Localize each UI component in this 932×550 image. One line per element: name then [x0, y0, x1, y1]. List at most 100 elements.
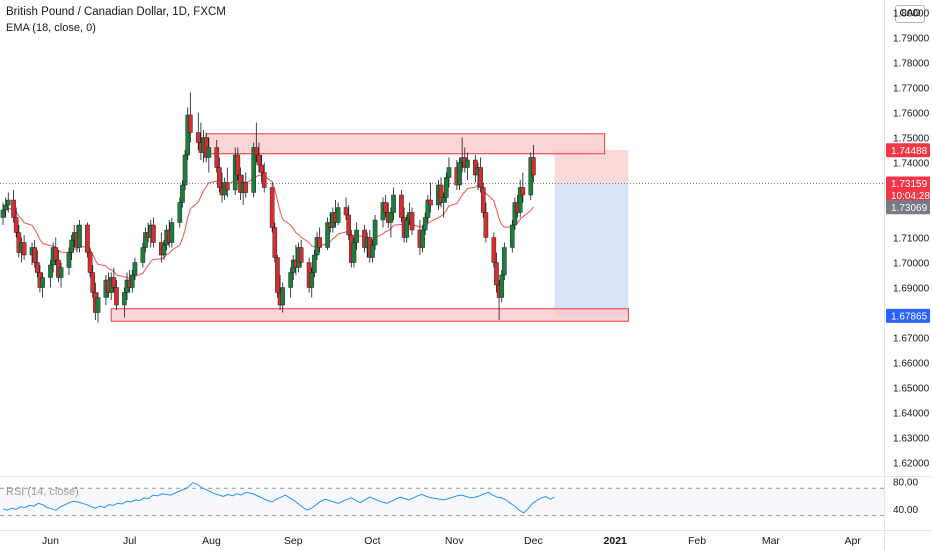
candle-body [391, 194, 396, 213]
candle [21, 235, 27, 260]
rsi-band [0, 488, 884, 516]
candle [254, 122, 259, 163]
candle [275, 255, 280, 298]
candle-body [422, 217, 428, 231]
candle [312, 250, 317, 278]
legend-ema: EMA (18, close, 0) [6, 22, 96, 34]
candle [224, 167, 230, 198]
candle-body [95, 297, 101, 313]
candle-body [53, 247, 59, 261]
candle [520, 172, 526, 203]
candle [298, 240, 304, 268]
price-tag-label: 10:04:28 [891, 191, 930, 202]
candle-body [114, 287, 119, 306]
candle-body [512, 202, 518, 226]
candle [528, 152, 534, 200]
candle [502, 242, 507, 280]
candle-body [280, 287, 286, 306]
candle-body [214, 147, 220, 168]
candle [399, 190, 404, 223]
candle-body [309, 272, 315, 288]
currency-button[interactable]: CAD [895, 5, 925, 23]
candle [188, 92, 193, 143]
candle-body [195, 132, 201, 143]
candle-body [48, 264, 53, 278]
rsi-tick-label: 80.00 [893, 477, 918, 488]
candle-body [388, 212, 394, 223]
price-tag-bg [886, 143, 930, 158]
price-tick-label: 1.64000 [893, 409, 930, 420]
support-zone [110, 308, 629, 322]
candle [182, 150, 188, 190]
time-tick-label: Dec [524, 535, 543, 547]
stop-loss-area [554, 150, 629, 184]
candle-body [5, 199, 11, 206]
time-tick-label: Sep [284, 535, 303, 547]
candle [372, 215, 378, 250]
candle [87, 247, 93, 278]
candle [409, 207, 415, 235]
candle-body [517, 187, 523, 213]
candle [383, 195, 388, 218]
candle [217, 157, 222, 193]
candle-body [224, 182, 230, 191]
candle-body [32, 247, 37, 263]
price-tick-label: 1.78000 [893, 59, 930, 70]
candle [243, 172, 249, 198]
candle-body [206, 147, 212, 158]
candle-body [298, 247, 304, 263]
candle [480, 182, 486, 218]
price-tag: 10:04:28 [886, 188, 930, 203]
time-tick-label: Nov [445, 535, 464, 547]
candle-body [370, 244, 375, 258]
candle-body [269, 187, 275, 228]
candle-body [169, 222, 175, 243]
price-tag: 1.73069 [886, 200, 930, 215]
candle [483, 202, 489, 243]
price-tag: 1.74488 [886, 143, 930, 158]
price-tick-label: 1.71000 [893, 234, 930, 245]
candle [3, 197, 8, 218]
legend-title: British Pound / Canadian Dollar, 1D, FXC… [6, 6, 226, 18]
candle [261, 162, 267, 193]
price-tag-bg [886, 188, 930, 203]
candle [425, 195, 431, 223]
time-tick-label: Apr [845, 535, 862, 547]
price-tick-label: 1.63000 [893, 434, 930, 445]
candle-body [483, 212, 489, 238]
candle-body [425, 199, 431, 218]
candle-body [441, 197, 446, 203]
candle [111, 267, 117, 293]
price-tag-label: 1.74488 [891, 146, 928, 157]
candle [465, 152, 470, 180]
candle-body [130, 274, 135, 288]
candle [69, 235, 74, 260]
candle [140, 242, 146, 268]
candle [509, 220, 515, 253]
candle [235, 147, 241, 180]
candle [169, 217, 175, 248]
candle [13, 207, 19, 238]
candle [256, 142, 262, 173]
candle [259, 155, 264, 183]
price-tag-bg [886, 200, 930, 215]
candle-body [188, 114, 193, 133]
candle [143, 227, 148, 253]
candle-body [325, 222, 330, 248]
price-tick-label: 1.65000 [893, 384, 930, 395]
candle-body [520, 187, 526, 196]
candle [444, 172, 449, 203]
drawing-layer [0, 133, 884, 322]
candles-layer [0, 92, 536, 323]
price-tick-label: 1.70000 [893, 259, 930, 270]
ema-layer [2, 174, 534, 279]
price-tick-label: 1.62000 [893, 459, 930, 470]
price-tag-label: 1.73069 [891, 203, 928, 214]
candle [404, 215, 410, 243]
candle [325, 217, 330, 250]
candle [512, 197, 518, 230]
time-tick-label: Jun [42, 535, 59, 547]
candle-body [457, 162, 462, 186]
candle [457, 157, 462, 190]
